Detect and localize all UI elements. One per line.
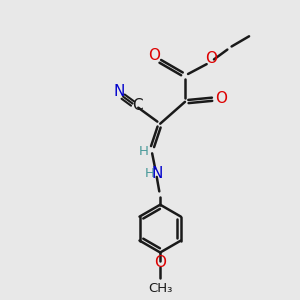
Text: N: N <box>152 166 163 181</box>
Text: N: N <box>113 84 124 99</box>
Text: H: H <box>138 145 148 158</box>
Text: O: O <box>148 48 160 63</box>
Text: C: C <box>132 98 143 113</box>
Text: O: O <box>205 51 217 66</box>
Text: H: H <box>145 167 154 180</box>
Text: CH₃: CH₃ <box>148 282 172 295</box>
Text: O: O <box>154 256 166 271</box>
Text: O: O <box>215 91 227 106</box>
